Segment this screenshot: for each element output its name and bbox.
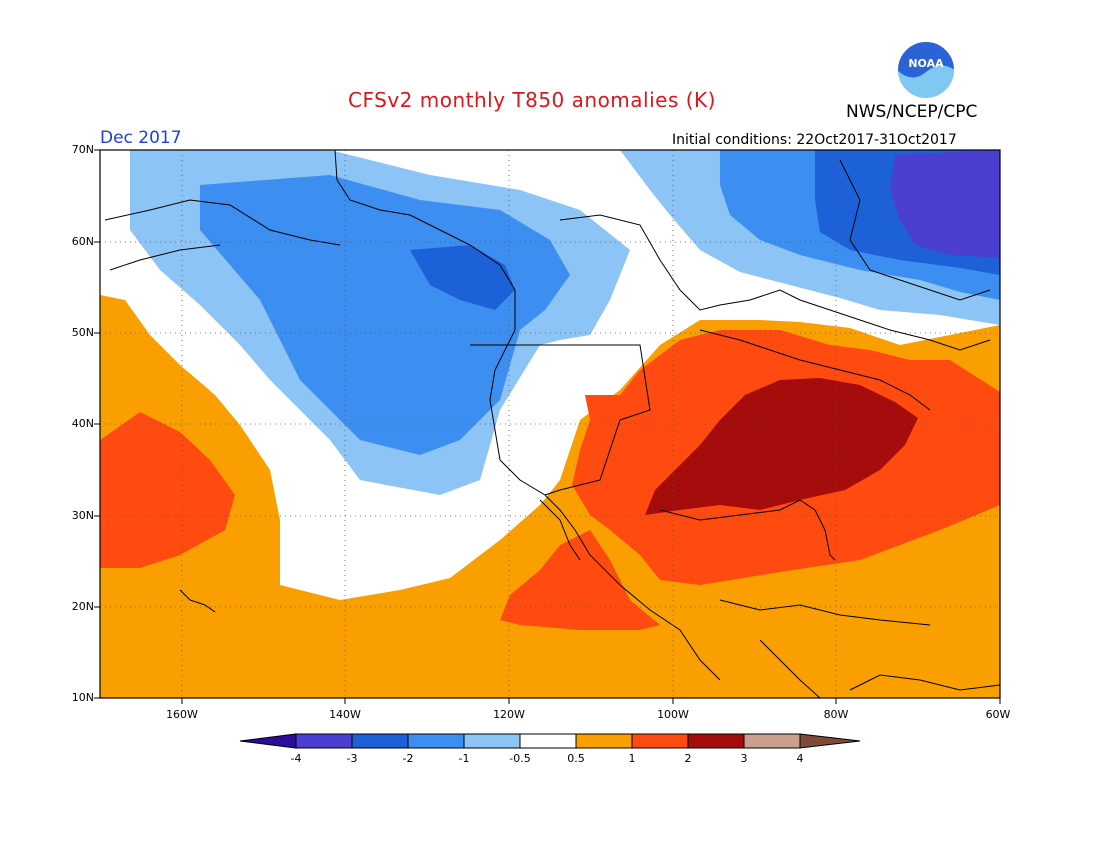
lat-label-50n: 50N	[71, 326, 94, 339]
anomaly-field	[100, 150, 1000, 698]
initial-conditions: Initial conditions: 22Oct2017-31Oct2017	[672, 132, 957, 148]
lon-label-80w: 80W	[823, 708, 849, 721]
lon-label-60w: 60W	[985, 708, 1011, 721]
forecast-month: Dec 2017	[100, 128, 182, 148]
map-title: CFSv2 monthly T850 anomalies (K)	[348, 88, 716, 112]
colorbar-swatch-2	[351, 733, 409, 749]
colorbar-label: -3	[346, 752, 358, 765]
colorbar-swatch-0	[239, 733, 297, 749]
colorbar-label: 1	[628, 752, 636, 765]
colorbar-label: -2	[402, 752, 414, 765]
coastlines	[104, 150, 1000, 698]
colorbar-label: 2	[684, 752, 692, 765]
colorbar-swatch-9	[743, 733, 801, 749]
anomaly-region-positive-1-pacific	[100, 412, 235, 568]
colorbar-swatch-7	[631, 733, 689, 749]
colorbar-swatch-3	[407, 733, 465, 749]
colorbar-swatch-10	[799, 733, 861, 749]
anomaly-region-negative-2-pacific	[410, 245, 515, 310]
lon-label-140w: 140W	[329, 708, 361, 721]
lat-label-60n: 60N	[71, 235, 94, 248]
colorbar	[239, 733, 861, 749]
graticule	[100, 150, 1000, 698]
colorbar-label: 0.5	[567, 752, 585, 765]
colorbar-label: -0.5	[509, 752, 531, 765]
colorbar-swatch-5	[519, 733, 577, 749]
anomaly-region-positive-2	[645, 378, 918, 515]
colorbar-label: 3	[740, 752, 748, 765]
lat-label-20n: 20N	[71, 600, 94, 613]
agency-label: NWS/NCEP/CPC	[846, 102, 978, 122]
lon-label-100w: 100W	[657, 708, 689, 721]
lat-label-70n: 70N	[71, 143, 94, 156]
anomaly-region-negative-1-pacific	[200, 175, 570, 455]
anomaly-region-negative-3-canada	[890, 150, 1000, 258]
colorbar-label: 4	[796, 752, 804, 765]
lon-label-160w: 160W	[166, 708, 198, 721]
lat-label-10n: 10N	[71, 691, 94, 704]
colorbar-swatch-1	[295, 733, 353, 749]
lon-label-120w: 120W	[493, 708, 525, 721]
lat-label-30n: 30N	[71, 509, 94, 522]
lat-label-40n: 40N	[71, 417, 94, 430]
noaa-logo-text: NOAA	[908, 57, 944, 70]
colorbar-label: -4	[290, 752, 302, 765]
anomaly-region-positive-1-mexico	[500, 530, 660, 630]
colorbar-label: -1	[458, 752, 470, 765]
colorbar-swatch-6	[575, 733, 633, 749]
axis-ticks	[94, 149, 1001, 704]
colorbar-swatch-4	[463, 733, 521, 749]
noaa-logo: NOAA	[896, 40, 956, 100]
colorbar-swatch-8	[687, 733, 745, 749]
